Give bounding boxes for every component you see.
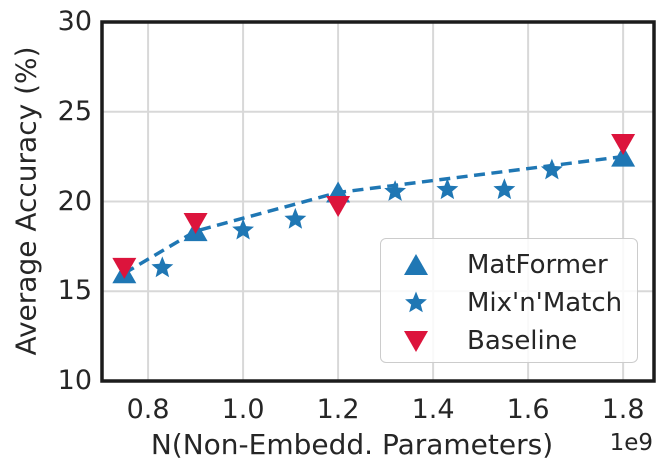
baseline-marker: [183, 213, 208, 235]
legend-item-mixnmatch: Mix'n'Match: [381, 284, 637, 322]
legend-item-baseline: Baseline: [381, 322, 637, 360]
y-tick-label: 25: [57, 95, 92, 127]
triangle-down-glyph: [404, 331, 428, 352]
legend-label: Mix'n'Match: [467, 288, 623, 318]
star-icon: [405, 291, 427, 313]
triangle-up-glyph: [404, 254, 428, 275]
y-tick-label: 10: [57, 365, 92, 396]
mixnmatch-marker: [384, 180, 406, 201]
x-tick-label: 1.2: [316, 394, 360, 425]
star-glyph: [405, 291, 427, 313]
legend-label: MatFormer: [467, 250, 608, 280]
triangle-down-icon: [404, 331, 428, 352]
mixnmatch-marker: [151, 256, 174, 278]
y-tick-label: 20: [57, 185, 92, 217]
x-axis-offset-text: 1e9: [609, 430, 653, 456]
mixnmatch-marker: [436, 178, 459, 200]
matformer-marker: [611, 145, 636, 167]
x-tick-label: 1.6: [506, 394, 550, 425]
legend-label: Baseline: [467, 326, 578, 356]
triangle-up-icon: [404, 254, 428, 275]
y-tick-label: 30: [57, 6, 92, 37]
y-tick-label: 15: [57, 275, 92, 307]
mixnmatch-marker: [493, 178, 516, 200]
mixnmatch-marker: [540, 158, 563, 180]
legend: MatFormer Mix'n'Match Baseline: [380, 238, 638, 363]
x-axis-label: N(Non-Embedd. Parameters): [150, 428, 554, 461]
x-tick-label: 1.8: [601, 394, 645, 425]
matformer-dashed-line: [123, 154, 624, 275]
mixnmatch-marker: [284, 207, 307, 229]
legend-item-matformer: MatFormer: [381, 246, 637, 284]
x-tick-label: 1.4: [411, 394, 455, 425]
baseline-marker: [112, 257, 137, 279]
plot-border: [100, 20, 656, 383]
baseline-marker: [326, 195, 351, 217]
mixnmatch-marker: [232, 218, 254, 240]
x-tick-label: 0.8: [126, 394, 170, 425]
x-tick-label: 1.0: [221, 394, 265, 425]
baseline-marker: [611, 134, 636, 156]
